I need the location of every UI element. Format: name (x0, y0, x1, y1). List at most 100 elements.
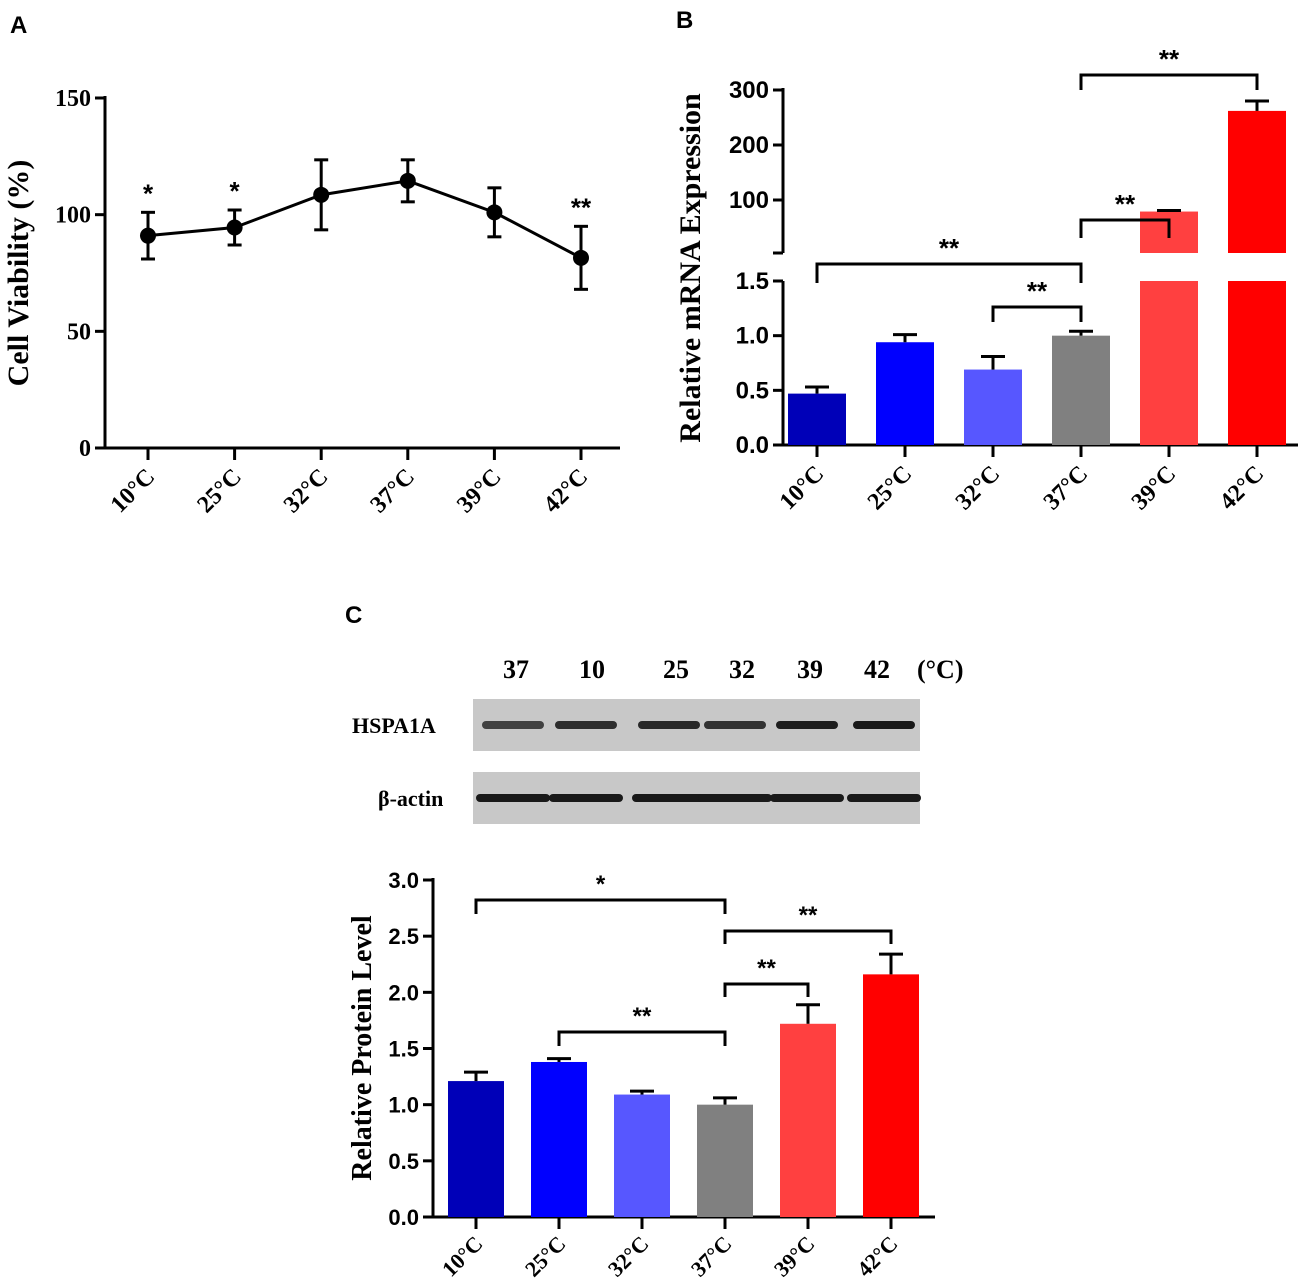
panel-a-point-25c (226, 219, 243, 236)
panel-c-ylabel: Relative Protein Level (347, 915, 378, 1181)
panel-c-y-tick-label: 1.0 (388, 1093, 419, 1118)
panel-b-bar-upper-42c (1228, 110, 1286, 254)
panel-c-comparison-bracket (723, 929, 893, 944)
blot-lane-label-25: 25 (663, 655, 689, 684)
panel-c-x-tick-label-39c: 39°C (769, 1231, 820, 1282)
panel-c-comparison-label: ** (799, 902, 818, 929)
panel-b-y-tick-label: 1.0 (736, 323, 769, 350)
panel-b-y-tick-label: 0.5 (736, 377, 769, 404)
panel-a-y-tick-label: 100 (55, 203, 91, 229)
panel-b-comparison-bracket (1079, 218, 1171, 238)
panel-c-y-tick-label: 0.5 (388, 1149, 419, 1174)
panel-c-y-tick-label: 0.0 (388, 1205, 419, 1230)
blot-lane-label-37: 37 (503, 655, 529, 684)
panel-c-y-tick-label: 2.0 (388, 980, 419, 1005)
panel-a-point-37c (399, 172, 416, 189)
panel-a-significance-mark: ** (571, 192, 592, 222)
panel-c-comparison-label: ** (757, 955, 776, 982)
panel-c-x-tick-label-32c: 32°C (603, 1231, 654, 1282)
blot-band (698, 794, 772, 802)
panel-b-x-tick-label-42c: 42°C (1215, 461, 1269, 515)
panel-a-x-tick-label-39c: 39°C (452, 464, 506, 518)
panel-c-comparison-bracket (557, 1030, 727, 1046)
blot-row-label-hspa1a: HSPA1A (352, 713, 436, 738)
panel-label-b: B (676, 7, 693, 34)
panel-b-bar-10c (788, 393, 846, 445)
panel-c-x-tick-label-25c: 25°C (520, 1231, 571, 1282)
blot-band (776, 721, 838, 729)
panel-a-ylabel: Cell Viability (%) (2, 160, 35, 387)
panel-label-a: A (10, 12, 27, 39)
panel-c-x-tick-label-37c: 37°C (686, 1231, 737, 1282)
panel-c-comparison-bracket (723, 982, 810, 997)
panel-a-series-line (147, 179, 582, 260)
panel-c-bar-chart: Relative Protein Level 0.0 0.5 1.0 1.5 2.0 2.… (347, 868, 935, 1282)
panel-b-y-tick-label: 100 (729, 187, 769, 214)
panel-b-x-tick-label-39c: 39°C (1127, 461, 1181, 515)
panel-label-c: C (345, 602, 362, 629)
panel-a-point-32c (313, 186, 330, 203)
blot-band (482, 721, 544, 729)
panel-c-bar-39c (780, 1023, 836, 1217)
blot-row-label-actin: β-actin (378, 786, 443, 811)
panel-b-y-tick-label: 0.0 (736, 432, 769, 459)
panel-a-point-42c (573, 249, 589, 266)
panel-b-ylabel: Relative mRNA Expression (674, 93, 707, 443)
panel-b-comparison-label: ** (1027, 276, 1048, 306)
panel-b-bar-39c (1140, 281, 1198, 445)
panel-a-y-tick-label: 150 (55, 86, 91, 112)
panel-b-bar-42c (1228, 281, 1286, 445)
panel-c-comparison-label: ** (633, 1003, 652, 1030)
panel-c-bar-42c (863, 974, 919, 1217)
blot-lane-label-32: 32 (729, 655, 755, 684)
panel-b-comparison-bracket (991, 305, 1083, 322)
blot-band (638, 721, 700, 729)
panel-c-x-tick-label-10c: 10°C (437, 1231, 488, 1282)
blot-band (704, 721, 766, 729)
panel-a-x-tick-label-10c: 10°C (106, 464, 160, 518)
panel-a-significance-mark: * (143, 178, 154, 208)
panel-b-comparison-label: ** (939, 233, 960, 263)
blot-unit-label: (°C) (917, 655, 964, 684)
panel-a-x-tick-label-32c: 32°C (279, 464, 333, 518)
panel-b-bar-25c (876, 342, 934, 445)
panel-a-significance-mark: * (230, 176, 241, 206)
blot-lane-label-39: 39 (797, 655, 823, 684)
panel-b-comparison-label: ** (1159, 44, 1180, 74)
panel-b-y-tick-label: 1.5 (736, 268, 769, 295)
blot-band (853, 721, 915, 729)
panel-b-x-tick-label-37c: 37°C (1039, 461, 1093, 515)
panel-a-x-tick-label-37c: 37°C (366, 464, 420, 518)
panel-c-bar-25c (531, 1061, 587, 1217)
blot-band (549, 794, 623, 802)
panel-b-comparison-label: ** (1115, 189, 1136, 219)
panel-a-point-39c (486, 204, 503, 221)
panel-b-comparison-bracket (815, 262, 1083, 283)
panel-a-x-tick-label-42c: 42°C (539, 464, 593, 518)
blot-band (632, 794, 706, 802)
panel-a-y-tick-label: 0 (79, 436, 91, 462)
panel-c-x-tick-label-42c: 42°C (852, 1231, 903, 1282)
panel-c-y-tick-label: 2.5 (388, 924, 419, 949)
panel-b-x-tick-label-25c: 25°C (863, 461, 917, 515)
panel-a-line-chart: Cell Viability (%) 0 50 100 150 10°C * 25°C * 32… (2, 86, 620, 518)
panel-b-bar-chart: Relative mRNA Expression 0.0 0.5 1.0 1.5 100… (674, 44, 1298, 515)
panel-b-y-tick-label: 300 (729, 77, 769, 104)
panel-b-comparison-bracket (1079, 73, 1259, 90)
panel-a-point-10c (140, 227, 156, 244)
panel-b-y-tick-label: 200 (729, 132, 769, 159)
western-blot: (°C) HSPA1A β-actin 37 10 25 32 39 42 (352, 655, 964, 824)
panel-c-y-tick-label: 1.5 (388, 1037, 419, 1062)
panel-c-bar-32c (614, 1094, 670, 1217)
panel-c-bar-10c (448, 1081, 504, 1217)
panel-a-y-tick-label: 50 (67, 319, 91, 345)
panel-c-comparison-bracket (474, 898, 727, 914)
panel-b-x-tick-label-10c: 10°C (775, 461, 829, 515)
blot-lane-label-42: 42 (864, 655, 890, 684)
blot-lane-label-10: 10 (579, 655, 605, 684)
panel-c-bar-37c (697, 1104, 753, 1217)
panel-c-comparison-label: * (596, 871, 606, 898)
panel-b-bar-37c (1052, 335, 1110, 445)
panel-b-bar-32c (964, 369, 1022, 445)
